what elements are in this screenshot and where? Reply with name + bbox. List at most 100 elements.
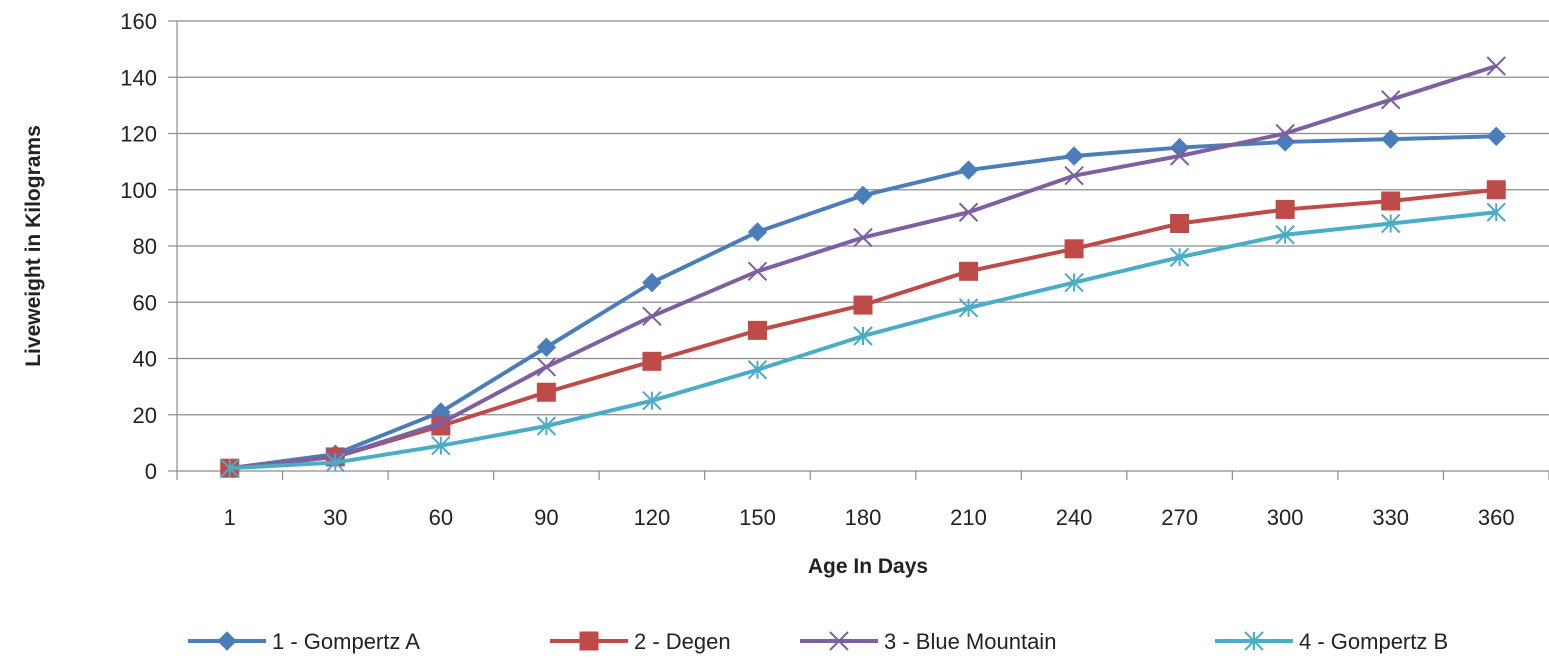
x-tick-label: 120 — [634, 505, 671, 530]
data-point — [1170, 214, 1190, 233]
data-point — [431, 413, 451, 433]
x-tick-label: 60 — [429, 505, 453, 530]
y-tick-label: 0 — [145, 459, 157, 484]
x-tick-label: 270 — [1161, 505, 1198, 530]
data-point — [536, 416, 557, 436]
y-tick-label: 60 — [133, 290, 157, 315]
data-point — [1275, 199, 1295, 219]
data-point — [958, 160, 979, 180]
axes — [168, 20, 1549, 480]
series-group — [220, 56, 1506, 478]
data-point — [1064, 146, 1084, 166]
legend: 1 - Gompertz A 2 - Degen 3 - Blue Mountain… — [188, 629, 1448, 654]
data-point — [642, 306, 662, 327]
data-point-stroke — [431, 413, 451, 433]
data-point — [747, 222, 768, 242]
x-tick-label: 240 — [1056, 505, 1093, 530]
data-point — [853, 227, 873, 248]
data-point — [220, 458, 240, 478]
data-point — [747, 320, 767, 340]
data-point — [1064, 272, 1084, 293]
x-tick-label: 210 — [950, 505, 987, 530]
data-point-stroke — [1486, 56, 1506, 76]
data-point-stroke — [1380, 90, 1401, 110]
x-tick-label: 150 — [739, 505, 776, 530]
x-tick-label: 180 — [845, 505, 882, 530]
y-axis-title: Liveweight in Kilograms — [22, 125, 45, 367]
data-point-stroke — [1275, 123, 1295, 144]
data-point — [642, 351, 662, 371]
data-point-stroke — [1169, 146, 1190, 166]
data-point — [1486, 202, 1506, 222]
data-point — [536, 357, 557, 377]
legend-item-3: 3 - Blue Mountain — [800, 629, 1056, 654]
y-tick-label: 160 — [120, 9, 157, 34]
x-tick-label: 30 — [323, 505, 347, 530]
x-tick-label: 300 — [1267, 505, 1304, 530]
data-point — [642, 272, 662, 293]
data-point-stroke — [1064, 165, 1084, 186]
data-point — [1169, 247, 1190, 267]
x-tick-label: 330 — [1372, 505, 1409, 530]
data-point — [1486, 180, 1506, 200]
data-point — [1486, 126, 1506, 147]
data-point-stroke — [829, 631, 849, 651]
data-point — [1380, 129, 1401, 149]
legend-label: 1 - Gompertz A — [272, 629, 420, 654]
series-line — [229, 64, 1497, 471]
y-tick-label: 80 — [133, 234, 157, 259]
legend-item-2: 2 - Degen — [550, 629, 731, 654]
data-point — [747, 261, 768, 282]
x-tick-label: 90 — [534, 505, 558, 530]
legend-item-1: 1 - Gompertz A — [188, 629, 420, 654]
data-point — [747, 360, 768, 380]
data-point — [642, 390, 662, 411]
data-point — [1169, 146, 1190, 166]
data-point — [1275, 123, 1295, 144]
data-point — [853, 295, 873, 315]
data-point — [1064, 165, 1084, 186]
data-point-stroke — [747, 261, 768, 282]
y-tick-label: 140 — [120, 65, 157, 90]
data-point-stroke — [642, 306, 662, 327]
x-tick-label: 360 — [1478, 505, 1515, 530]
tick-labels: 0 20 40 60 80 100 120 140 160 1 30 60 90 120 150 180 210… — [120, 9, 1514, 530]
data-point — [579, 631, 599, 651]
legend-label: 4 - Gompertz B — [1299, 629, 1448, 654]
data-point — [536, 382, 556, 402]
data-point — [325, 452, 346, 473]
legend-item-4: 4 - Gompertz B — [1215, 629, 1448, 654]
data-point — [536, 337, 557, 357]
data-point — [1381, 191, 1401, 211]
legend-label: 3 - Blue Mountain — [884, 629, 1056, 654]
data-point — [1275, 225, 1295, 245]
data-point-stroke — [853, 227, 873, 248]
series-4 — [220, 202, 1506, 478]
series-3 — [220, 56, 1506, 478]
data-point — [959, 261, 979, 281]
data-point — [1486, 56, 1506, 76]
data-point — [217, 631, 237, 651]
data-point — [853, 185, 873, 206]
y-tick-label: 40 — [133, 347, 157, 372]
data-point — [1380, 90, 1401, 110]
data-point — [829, 631, 849, 651]
data-point — [1064, 239, 1084, 259]
gridlines — [177, 20, 1549, 416]
data-point-stroke — [958, 202, 979, 222]
legend-label: 2 - Degen — [634, 629, 731, 654]
data-point — [1380, 213, 1401, 234]
y-tick-label: 20 — [133, 403, 157, 428]
data-point-stroke — [536, 357, 557, 377]
data-point — [1244, 631, 1264, 651]
data-point — [853, 326, 873, 346]
data-point — [958, 298, 979, 318]
y-tick-label: 120 — [120, 122, 157, 147]
data-point — [958, 202, 979, 222]
x-axis-title: Age In Days — [808, 555, 928, 578]
x-tick-label: 1 — [224, 505, 236, 530]
y-tick-label: 100 — [120, 178, 157, 203]
data-point — [431, 435, 451, 456]
